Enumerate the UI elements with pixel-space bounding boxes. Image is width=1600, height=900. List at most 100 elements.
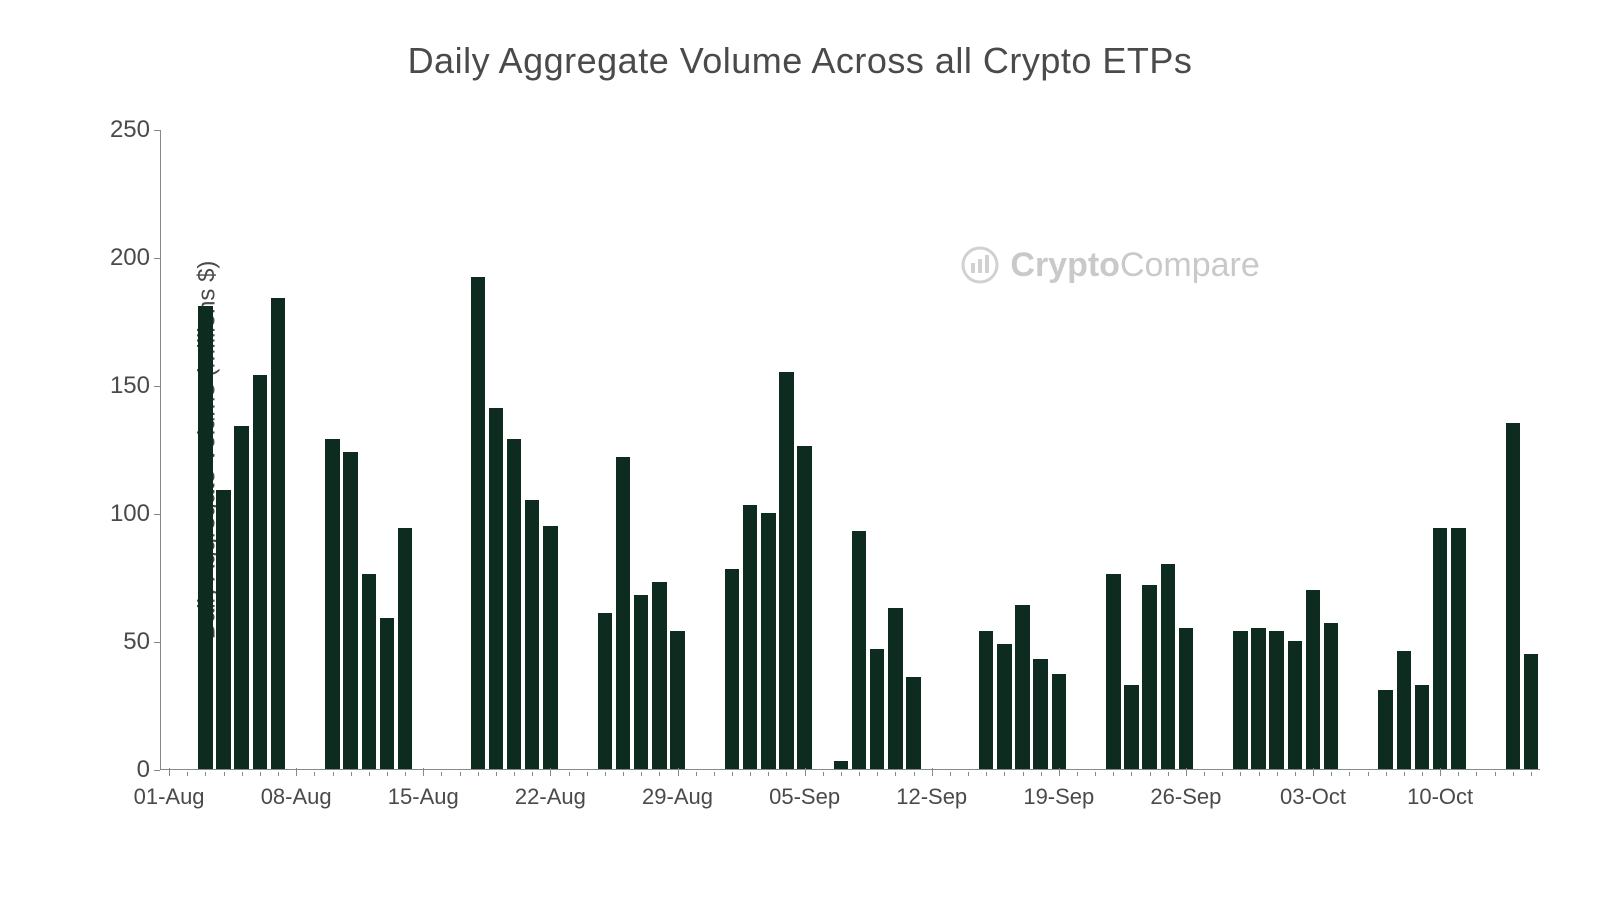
y-tick-label: 150 bbox=[90, 372, 150, 400]
x-tick-mark bbox=[641, 772, 642, 776]
x-tick-mark-major bbox=[932, 768, 933, 776]
x-tick-mark bbox=[1023, 772, 1024, 776]
x-tick-mark bbox=[314, 772, 315, 776]
y-tick-mark bbox=[154, 514, 160, 515]
x-tick-mark-major bbox=[678, 768, 679, 776]
x-tick-mark bbox=[1476, 772, 1477, 776]
bar bbox=[834, 761, 849, 769]
chart-container: Daily Aggregate Volume Across all Crypto… bbox=[0, 0, 1600, 900]
x-tick-mark bbox=[768, 772, 769, 776]
bar bbox=[489, 408, 504, 769]
bar bbox=[1324, 623, 1339, 769]
x-tick-mark bbox=[1331, 772, 1332, 776]
x-tick-mark bbox=[514, 772, 515, 776]
x-tick-mark bbox=[460, 772, 461, 776]
x-tick-mark bbox=[659, 772, 660, 776]
bar bbox=[1052, 674, 1067, 769]
x-tick-mark bbox=[841, 772, 842, 776]
x-tick-label: 19-Sep bbox=[1023, 784, 1094, 810]
y-tick-label: 0 bbox=[90, 756, 150, 784]
x-tick-mark bbox=[1277, 772, 1278, 776]
x-tick-mark-major bbox=[1313, 768, 1314, 776]
bar bbox=[198, 306, 213, 769]
y-tick-label: 50 bbox=[90, 628, 150, 656]
x-tick-mark bbox=[605, 772, 606, 776]
x-tick-mark bbox=[950, 772, 951, 776]
x-tick-mark bbox=[278, 772, 279, 776]
y-tick-mark bbox=[154, 386, 160, 387]
x-tick-mark-major bbox=[1059, 768, 1060, 776]
x-tick-mark bbox=[1077, 772, 1078, 776]
x-axis-line bbox=[160, 769, 1540, 770]
x-tick-mark bbox=[1404, 772, 1405, 776]
bar bbox=[1179, 628, 1194, 769]
bar bbox=[271, 298, 286, 769]
x-tick-label: 26-Sep bbox=[1150, 784, 1221, 810]
y-tick-mark bbox=[154, 130, 160, 131]
x-tick-mark bbox=[1349, 772, 1350, 776]
x-tick-mark bbox=[1150, 772, 1151, 776]
x-tick-label: 29-Aug bbox=[642, 784, 713, 810]
x-tick-mark bbox=[387, 772, 388, 776]
x-tick-label: 05-Sep bbox=[769, 784, 840, 810]
x-tick-mark bbox=[1531, 772, 1532, 776]
x-tick-mark bbox=[750, 772, 751, 776]
x-tick-mark bbox=[187, 772, 188, 776]
watermark-icon bbox=[960, 245, 1000, 285]
x-tick-mark bbox=[1168, 772, 1169, 776]
x-tick-mark bbox=[732, 772, 733, 776]
x-tick-mark bbox=[968, 772, 969, 776]
x-tick-mark bbox=[532, 772, 533, 776]
bar bbox=[471, 277, 486, 769]
y-tick-mark bbox=[154, 770, 160, 771]
x-tick-mark bbox=[1113, 772, 1114, 776]
bar bbox=[1306, 590, 1321, 769]
x-tick-mark bbox=[405, 772, 406, 776]
bar bbox=[1378, 690, 1393, 769]
bar bbox=[1524, 654, 1539, 769]
x-tick-mark bbox=[1422, 772, 1423, 776]
x-tick-mark-major bbox=[423, 768, 424, 776]
x-tick-label: 03-Oct bbox=[1280, 784, 1346, 810]
x-tick-mark bbox=[242, 772, 243, 776]
y-axis-line bbox=[160, 130, 161, 770]
bar bbox=[325, 439, 340, 769]
plot-area: CryptoCompare 05010015020025001-Aug08-Au… bbox=[160, 130, 1540, 770]
bar bbox=[725, 569, 740, 769]
bar bbox=[852, 531, 867, 769]
bar bbox=[906, 677, 921, 769]
x-tick-label: 12-Sep bbox=[896, 784, 967, 810]
y-tick-label: 100 bbox=[90, 500, 150, 528]
bar bbox=[997, 644, 1012, 769]
x-tick-mark bbox=[587, 772, 588, 776]
bar bbox=[634, 595, 649, 769]
x-tick-mark bbox=[623, 772, 624, 776]
bar bbox=[598, 613, 613, 769]
x-tick-mark bbox=[496, 772, 497, 776]
x-tick-mark bbox=[441, 772, 442, 776]
y-tick-label: 200 bbox=[90, 244, 150, 272]
bar bbox=[652, 582, 667, 769]
x-tick-mark bbox=[569, 772, 570, 776]
y-tick-label: 250 bbox=[90, 116, 150, 144]
x-tick-label: 22-Aug bbox=[515, 784, 586, 810]
x-tick-mark bbox=[914, 772, 915, 776]
bar bbox=[797, 446, 812, 769]
watermark-bold: Crypto bbox=[1010, 246, 1120, 284]
x-tick-label: 10-Oct bbox=[1407, 784, 1473, 810]
x-tick-mark-major bbox=[1186, 768, 1187, 776]
bar bbox=[507, 439, 522, 769]
x-tick-mark-major bbox=[169, 768, 170, 776]
bar bbox=[1106, 574, 1121, 769]
bar bbox=[1415, 685, 1430, 769]
bar bbox=[1269, 631, 1284, 769]
x-tick-mark bbox=[1095, 772, 1096, 776]
bar bbox=[1161, 564, 1176, 769]
x-tick-mark bbox=[333, 772, 334, 776]
bar bbox=[870, 649, 885, 769]
x-tick-mark bbox=[786, 772, 787, 776]
bar bbox=[743, 505, 758, 769]
bar bbox=[761, 513, 776, 769]
bar bbox=[1142, 585, 1157, 769]
x-tick-mark bbox=[1004, 772, 1005, 776]
